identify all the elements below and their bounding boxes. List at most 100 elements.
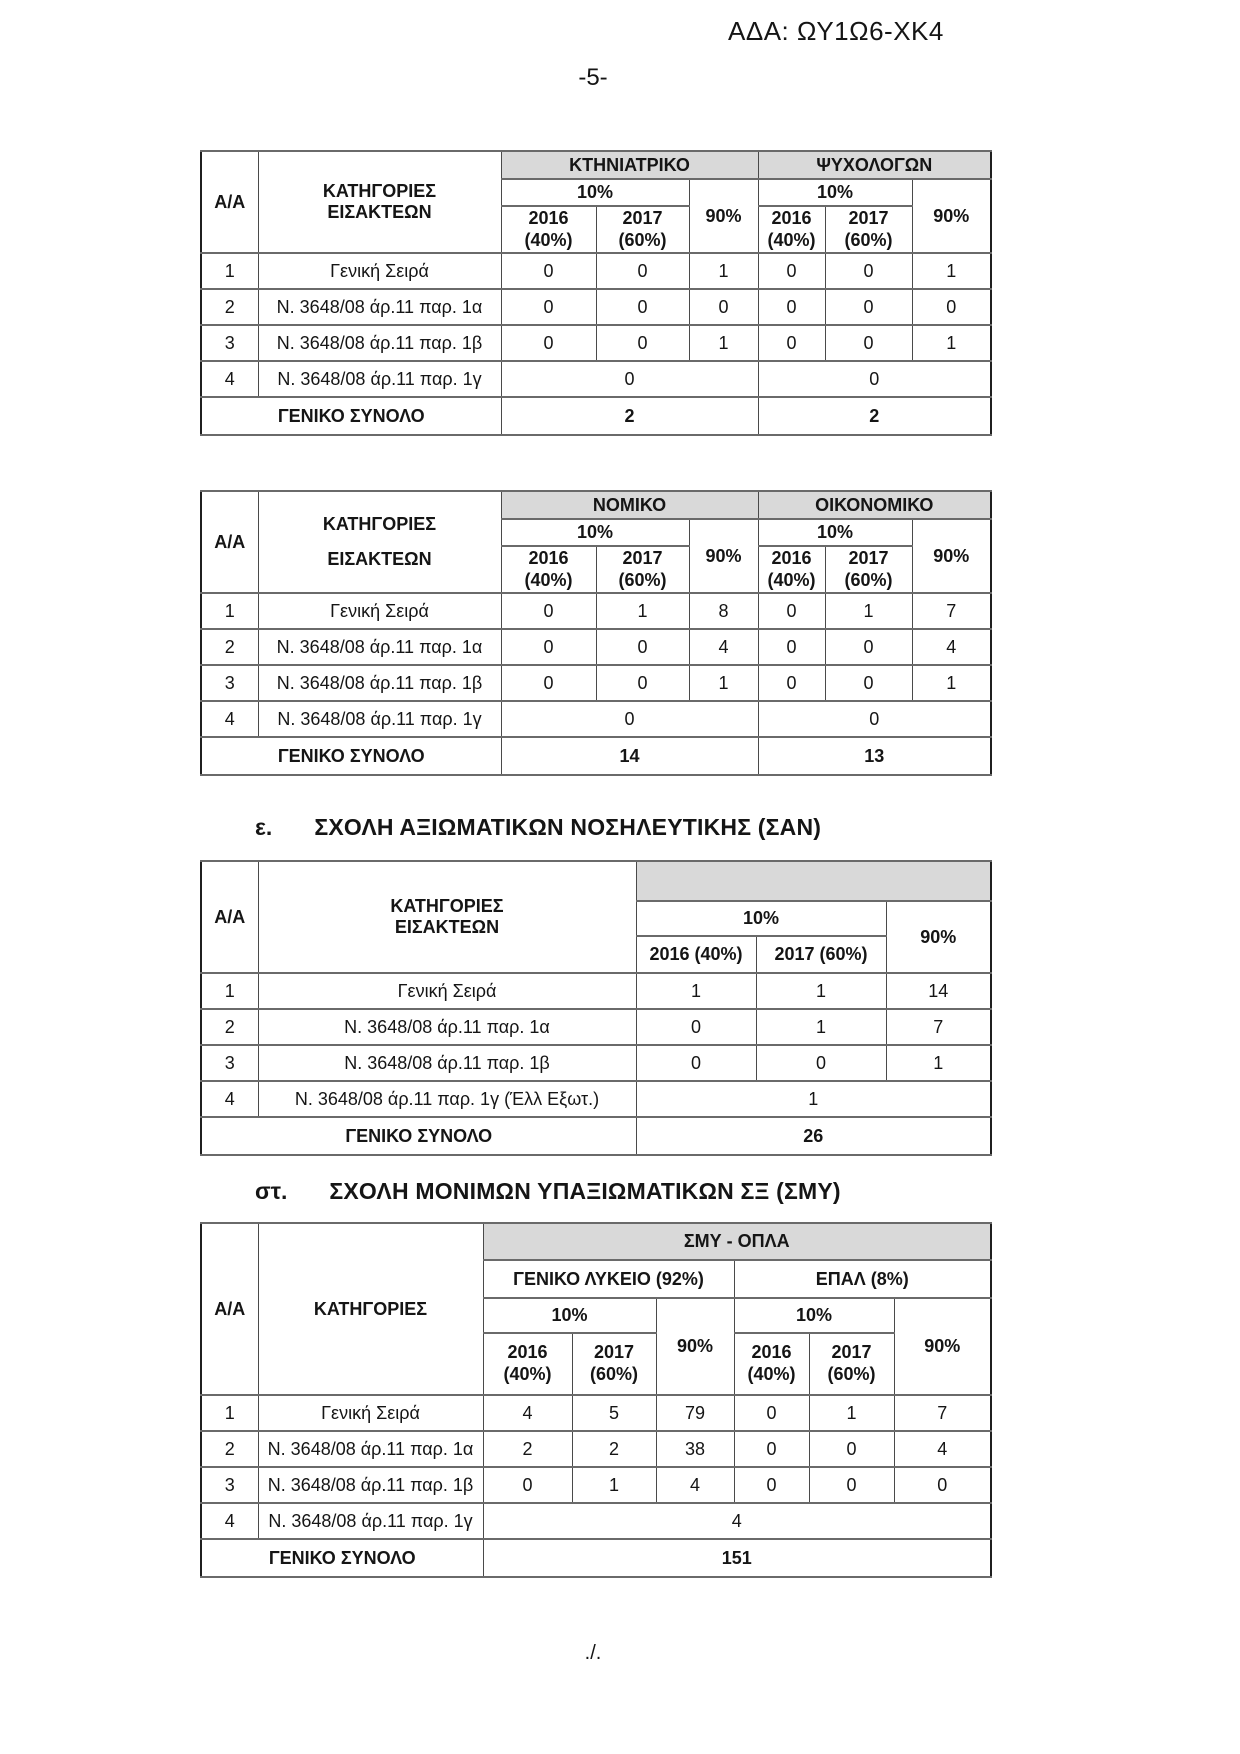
row-number: 2	[200, 288, 259, 327]
grand-total-row: ΓΕΝΙΚΟ ΣΥΝΟΛΟ 2 2	[200, 396, 992, 437]
pct10-header: 10%	[500, 518, 690, 547]
row-number: 2	[200, 628, 259, 667]
year-2017-header: 2017 (60%)	[824, 204, 913, 255]
grand-total-label: ΓΕΝΙΚΟ ΣΥΝΟΛΟ	[200, 736, 502, 777]
value-cell: 0	[688, 288, 759, 327]
ada-code: ΑΔΑ: ΩΥ1Ω6-ΧΚ4	[728, 16, 944, 46]
value-cell: 1	[911, 252, 992, 291]
value-cell: 1	[911, 324, 992, 363]
table-smy-opla: Α/Α ΚΑΤΗΓΟΡΙΕΣ ΣΜΥ - ΟΠΛΑ ΓΕΝΙΚΟ ΛΥΚΕΙΟ …	[200, 1222, 992, 1578]
value-cell: 79	[655, 1394, 735, 1432]
value-cell: 0	[757, 288, 826, 327]
year-2016-header: 2016 (40%)	[500, 204, 597, 255]
value-cell: 0	[757, 252, 826, 291]
table-row: 4 Ν. 3648/08 άρ.11 παρ. 1γ (Έλλ Εξωτ.) 1	[200, 1080, 992, 1118]
category-label: Γενική Σειρά	[257, 1394, 484, 1432]
value-cell: 1	[688, 324, 759, 363]
category-label: Ν. 3648/08 άρ.11 παρ. 1α	[257, 628, 502, 667]
category-label: Ν. 3648/08 άρ.11 παρ. 1β	[257, 1044, 637, 1082]
value-cell: 2	[571, 1430, 657, 1468]
category-label: Ν. 3648/08 άρ.11 παρ. 1β	[257, 1466, 484, 1504]
categories-line2: ΕΙΣΑΚΤΕΩΝ	[327, 549, 432, 570]
value-cell: 0	[500, 324, 597, 363]
row-number: 4	[200, 1502, 259, 1540]
row-number: 3	[200, 664, 259, 703]
value-cell: 1	[911, 664, 992, 703]
value-cell: 0	[824, 252, 913, 291]
footer-continuation-mark: ./.	[584, 1642, 602, 1664]
empty-header-band	[635, 860, 992, 902]
table-row: 1 Γενική Σειρά 0 0 1 0 0 1	[200, 252, 992, 291]
school-header-nomiko: ΝΟΜΙΚΟ	[500, 490, 759, 520]
table-row: 2 Ν. 3648/08 άρ.11 παρ. 1α 2 2 38 0 0 4	[200, 1430, 992, 1468]
row-number: 2	[200, 1430, 259, 1468]
value-cell: 4	[893, 1430, 992, 1468]
year-2016-header: 2016 (40%)	[500, 544, 597, 595]
section-title: ΣΧΟΛΗ ΜΟΝΙΜΩΝ ΥΠΑΞΙΩΜΑΤΙΚΩΝ ΣΞ (ΣΜΥ)	[329, 1178, 841, 1204]
year-2017-header: 2017 (60%)	[808, 1332, 895, 1396]
pct90-header: 90%	[688, 517, 759, 595]
school-header-epal: ΕΠΑΛ (8%)	[733, 1259, 992, 1299]
page-number: -5-	[578, 64, 608, 91]
value-cell: 1	[688, 664, 759, 703]
value-cell: 38	[655, 1430, 735, 1468]
categories-line2: ΕΙΣΑΚΤΕΩΝ	[327, 202, 432, 223]
value-cell: 4	[482, 1394, 573, 1432]
value-cell: 0	[824, 288, 913, 327]
pct10-header: 10%	[757, 518, 913, 547]
pct10-header: 10%	[500, 178, 690, 207]
grand-total-value: 2	[500, 396, 759, 437]
value-cell: 7	[885, 1008, 992, 1046]
value-cell: 0	[500, 252, 597, 291]
section-title: ΣΧΟΛΗ ΑΞΙΩΜΑΤΙΚΩΝ ΝΟΣΗΛΕΥΤΙΚΗΣ (ΣΑΝ)	[314, 814, 822, 840]
value-cell: 4	[688, 628, 759, 667]
table-row: 2 Ν. 3648/08 άρ.11 παρ. 1α 0 0 4 0 0 4	[200, 628, 992, 667]
table-row: 2 Ν. 3648/08 άρ.11 παρ. 1α 0 0 0 0 0 0	[200, 288, 992, 327]
row-number: 3	[200, 1466, 259, 1504]
value-cell: 0	[755, 1044, 887, 1082]
value-cell: 0	[595, 628, 690, 667]
table-row: 1 Γενική Σειρά 0 1 8 0 1 7	[200, 592, 992, 631]
merged-value-cell: 0	[500, 360, 759, 399]
row-number: 1	[200, 1394, 259, 1432]
table-row: 4 Ν. 3648/08 άρ.11 παρ. 1γ 0 0	[200, 360, 992, 399]
grand-total-row: ΓΕΝΙΚΟ ΣΥΝΟΛΟ 26	[200, 1116, 992, 1156]
pct10-header: 10%	[635, 900, 887, 937]
year-2017-header: 2017 (60%)	[755, 935, 887, 974]
category-label: Ν. 3648/08 άρ.11 παρ. 1α	[257, 288, 502, 327]
col-header-aa: Α/Α	[200, 489, 259, 595]
value-cell: 0	[808, 1466, 895, 1504]
value-cell: 1	[571, 1466, 657, 1504]
value-cell: 7	[893, 1394, 992, 1432]
value-cell: 0	[635, 1044, 757, 1082]
value-cell: 1	[688, 252, 759, 291]
row-number: 3	[200, 1044, 259, 1082]
pct90-header: 90%	[893, 1297, 992, 1396]
col-header-aa: Α/Α	[200, 860, 259, 974]
value-cell: 1	[824, 592, 913, 631]
year-2016-header: 2016 (40%)	[757, 204, 826, 255]
value-cell: 0	[595, 252, 690, 291]
grand-total-label: ΓΕΝΙΚΟ ΣΥΝΟΛΟ	[200, 1116, 637, 1156]
value-cell: 0	[757, 664, 826, 703]
category-label: Ν. 3648/08 άρ.11 παρ. 1γ	[257, 360, 502, 399]
value-cell: 0	[733, 1394, 810, 1432]
school-header-geniko-lykeio: ΓΕΝΙΚΟ ΛΥΚΕΙΟ (92%)	[482, 1259, 735, 1299]
category-label: Ν. 3648/08 άρ.11 παρ. 1α	[257, 1430, 484, 1468]
value-cell: 0	[500, 592, 597, 631]
col-header-aa: Α/Α	[200, 149, 259, 255]
row-number: 2	[200, 1008, 259, 1046]
value-cell: 0	[500, 288, 597, 327]
merged-value-cell: 0	[757, 360, 992, 399]
category-label: Ν. 3648/08 άρ.11 παρ. 1α	[257, 1008, 637, 1046]
value-cell: 0	[500, 628, 597, 667]
section-number: στ.	[255, 1178, 288, 1204]
value-cell: 0	[757, 324, 826, 363]
value-cell: 2	[482, 1430, 573, 1468]
merged-value-cell: 4	[482, 1502, 992, 1540]
pct90-header: 90%	[688, 177, 759, 255]
pct10-header: 10%	[482, 1297, 657, 1334]
table-san: Α/Α ΚΑΤΗΓΟΡΙΕΣ ΕΙΣΑΚΤΕΩΝ 10% 90% 2016 (4…	[200, 860, 993, 1156]
value-cell: 1	[808, 1394, 895, 1432]
category-label: Γενική Σειρά	[257, 972, 637, 1010]
